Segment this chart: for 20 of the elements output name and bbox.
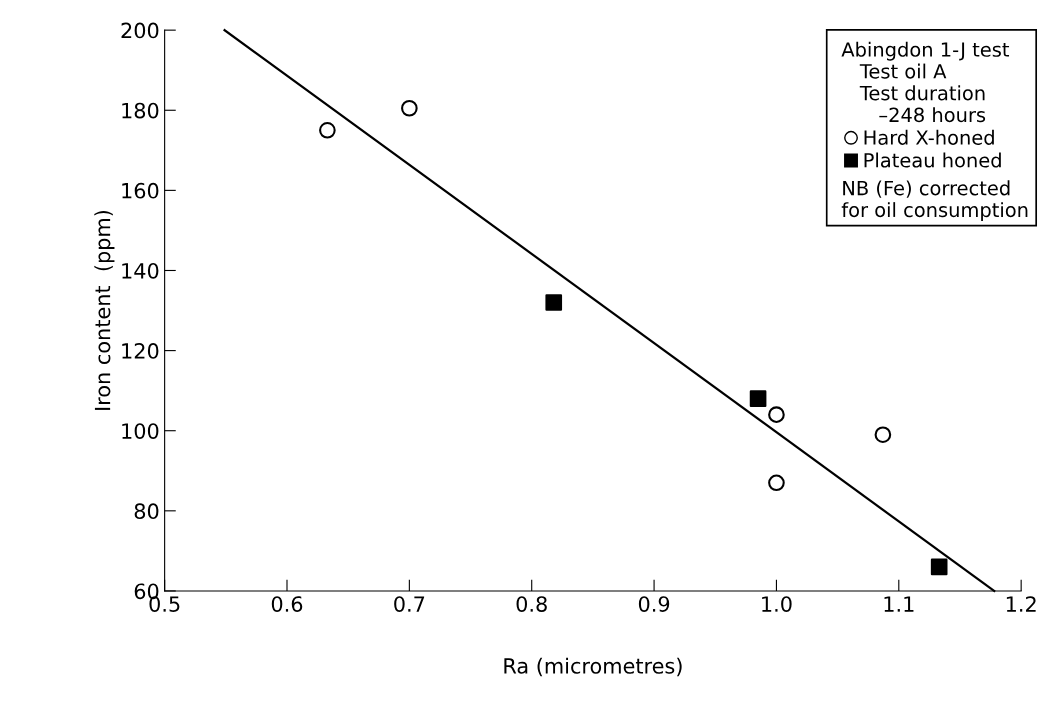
annotation: NB (Fe) corrected for oil consumption	[841, 180, 1028, 221]
x-tick-label: 0.6	[271, 596, 303, 612]
x-tick-label: 0.9	[638, 596, 670, 612]
legend-label: Plateau honed	[864, 152, 1001, 168]
x-tick-label: 1.1	[884, 596, 914, 612]
y-tick-label: 180	[122, 102, 159, 119]
y-tick-label: 160	[122, 182, 159, 199]
x-tick-label: 1.2	[1006, 596, 1036, 612]
legend-title: Abingdon 1-J test Test oil A Test duration –248 hours	[841, 41, 1010, 123]
x-tick-label: 0.7	[394, 596, 425, 612]
x-tick-label: 1.0	[762, 596, 792, 612]
x-tick-label: 0.8	[516, 596, 547, 612]
x-axis-title: Ra (micrometres)	[504, 657, 682, 677]
y-tick-label: 80	[134, 503, 159, 520]
y-axis-title: Iron content (ppm)	[94, 210, 115, 410]
y-tick-label: 120	[122, 343, 159, 359]
y-tick-label: 100	[122, 423, 159, 439]
y-tick-label: 140	[122, 262, 159, 279]
y-tick-label: 200	[121, 22, 159, 39]
legend-label: Hard X-honed	[864, 129, 994, 145]
